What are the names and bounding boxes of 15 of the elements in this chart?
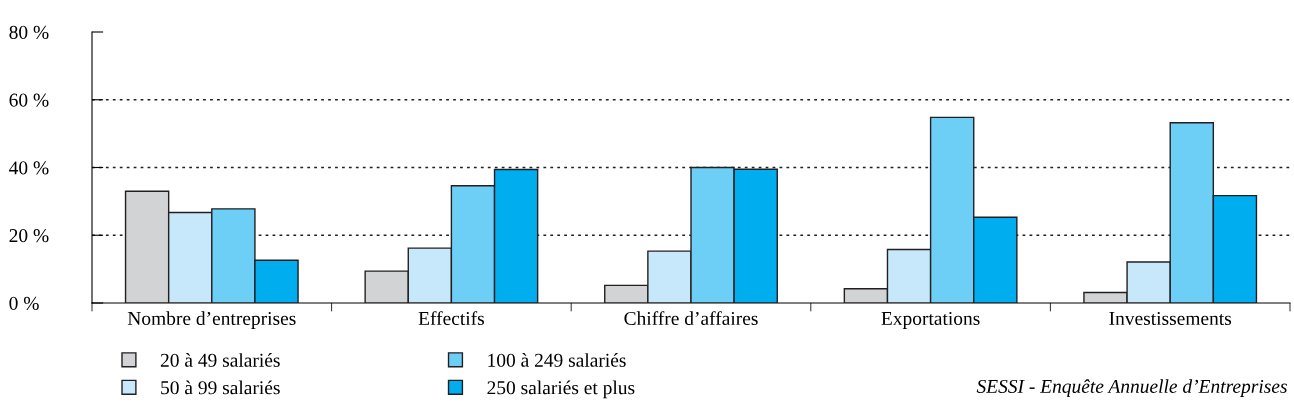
x-tick-label: Investissements — [1109, 311, 1232, 326]
legend-label: 250 salariés et plus — [487, 380, 635, 399]
text: SESSI - Enquête Annuelle d’Entreprises — [976, 379, 1287, 397]
legend-label: 20 à 49 salariés — [160, 353, 280, 367]
y-tick-label: 40 % — [9, 161, 49, 175]
y-tick-label: 0 % — [9, 296, 39, 310]
legend-label: 100 à 249 salariés — [488, 353, 626, 367]
x-tick-label: Nombre d’entreprises — [127, 311, 296, 329]
legend-label: 50 à 99 salariés — [161, 380, 280, 395]
y-tick-label: 60 % — [9, 93, 49, 107]
y-tick-label: 20 % — [9, 229, 49, 243]
x-tick-label: Effectifs — [418, 311, 484, 326]
x-tick-label: Exportations — [881, 311, 980, 329]
x-tick-label: Chiffre d’affaires — [624, 311, 758, 326]
y-tick-label: 80 % — [9, 25, 49, 39]
